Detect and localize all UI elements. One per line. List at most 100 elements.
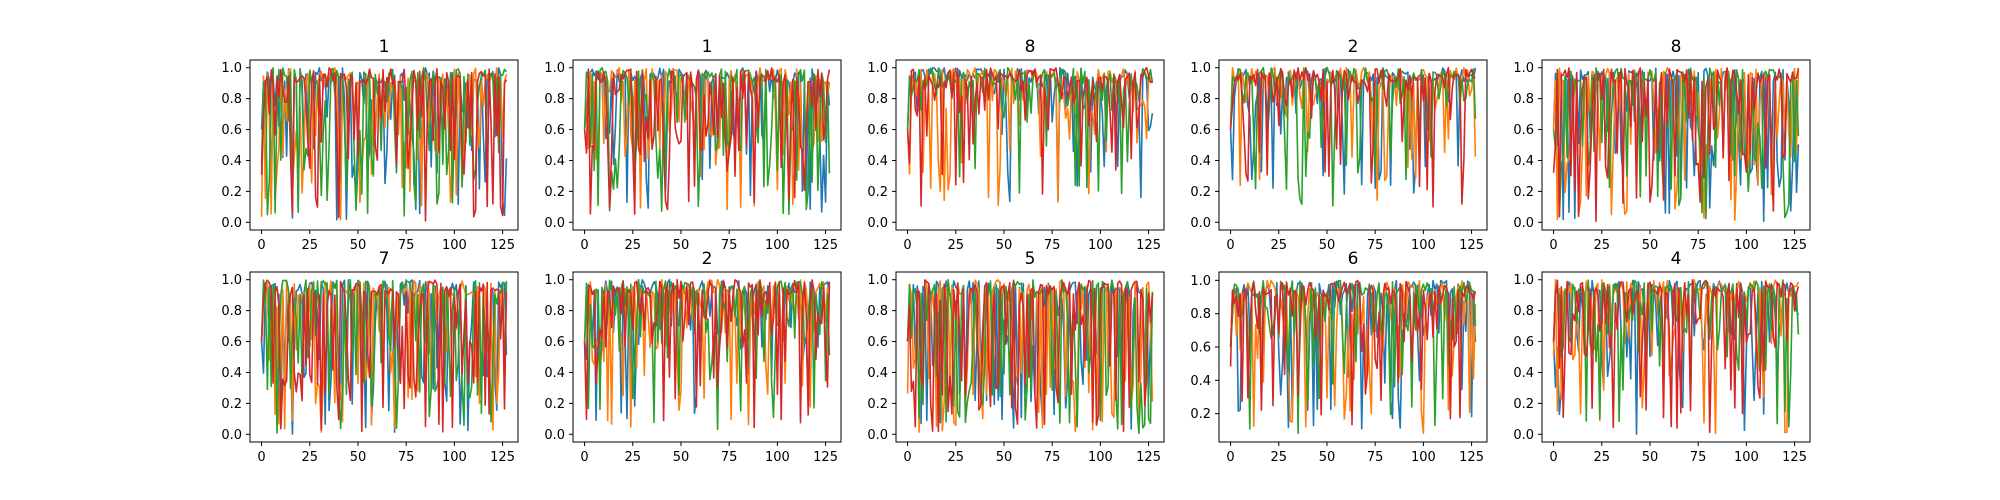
x-tick-label: 50 (350, 450, 367, 465)
x-tick-label: 125 (490, 450, 515, 465)
y-tick-label: 0.2 (867, 397, 888, 412)
y-tick-label: 1.0 (221, 61, 242, 76)
y-tick-label: 0.2 (1513, 185, 1534, 200)
subplot-5: 8 0 25 50 75 100 125 0.0 0.2 0.4 0.6 0.8 1.0 (1513, 37, 1811, 253)
x-tick-label: 125 (813, 238, 838, 253)
x-tick-label: 75 (1690, 238, 1707, 253)
y-tick-label: 1.0 (1190, 61, 1211, 76)
y-tick-label: 0.6 (1513, 123, 1534, 138)
y-tick-label: 0.8 (544, 304, 565, 319)
x-tick-label: 125 (1782, 450, 1807, 465)
subplot-title: 5 (1025, 249, 1036, 269)
subplot-6: 7 0 25 50 75 100 125 0.0 0.2 0.4 0.6 0.8 1.0 (221, 249, 519, 465)
y-tick-label: 0.2 (221, 397, 242, 412)
y-tick-label: 0.6 (221, 123, 242, 138)
series-line-4 (583, 67, 831, 215)
y-tick-label: 0.4 (221, 366, 242, 381)
x-tick-label: 100 (1734, 450, 1759, 465)
y-tick-label: 0.4 (1190, 154, 1211, 169)
y-tick-label: 0.6 (1513, 335, 1534, 350)
x-tick-label: 75 (1044, 450, 1061, 465)
y-tick-label: 0.6 (867, 123, 888, 138)
x-tick-label: 25 (947, 238, 964, 253)
x-tick-label: 125 (813, 450, 838, 465)
x-tick-label: 25 (301, 238, 318, 253)
y-tick-label: 0.8 (1190, 92, 1211, 107)
x-tick-label: 75 (398, 238, 415, 253)
x-tick-label: 125 (1782, 238, 1807, 253)
subplot-title: 2 (1348, 37, 1359, 57)
x-tick-label: 125 (1136, 450, 1161, 465)
x-tick-label: 0 (257, 238, 265, 253)
y-tick-label: 0.6 (544, 335, 565, 350)
x-tick-label: 25 (1593, 238, 1610, 253)
y-tick-label: 0.2 (1190, 185, 1211, 200)
y-tick-label: 0.8 (867, 92, 888, 107)
x-tick-label: 50 (996, 450, 1013, 465)
series-line-4 (906, 66, 1153, 207)
y-tick-label: 0.6 (544, 123, 565, 138)
x-tick-label: 0 (903, 450, 911, 465)
series-line-4 (906, 279, 1154, 433)
y-tick-label: 0.4 (544, 154, 565, 169)
x-tick-label: 25 (1270, 450, 1287, 465)
y-tick-label: 0.4 (221, 154, 242, 169)
x-tick-label: 25 (947, 450, 964, 465)
y-tick-label: 1.0 (221, 273, 242, 288)
y-tick-label: 0.2 (544, 185, 565, 200)
y-tick-label: 1.0 (867, 273, 888, 288)
x-tick-label: 100 (1411, 238, 1436, 253)
x-tick-label: 50 (1642, 238, 1659, 253)
y-tick-label: 0.2 (544, 397, 565, 412)
x-tick-label: 75 (1367, 450, 1384, 465)
series-line-4 (1552, 67, 1800, 223)
y-tick-label: 0.2 (1513, 397, 1534, 412)
y-tick-label: 1.0 (544, 61, 565, 76)
x-tick-label: 75 (721, 450, 738, 465)
x-tick-label: 0 (1226, 450, 1234, 465)
subplot-2: 1 0 25 50 75 100 125 0.0 0.2 0.4 0.6 0.8 1.0 (544, 37, 842, 253)
series-line-4 (260, 67, 508, 222)
x-tick-label: 100 (1088, 450, 1113, 465)
y-tick-label: 0.4 (544, 366, 565, 381)
y-tick-label: 0.4 (1190, 374, 1211, 389)
series-line-4 (583, 278, 831, 429)
x-tick-label: 100 (1411, 450, 1436, 465)
y-tick-label: 0.0 (544, 216, 565, 231)
series-line-4 (1229, 279, 1477, 426)
y-tick-label: 1.0 (1513, 61, 1534, 76)
x-tick-label: 50 (1319, 450, 1336, 465)
subplot-title: 1 (702, 37, 713, 57)
y-tick-label: 0.4 (867, 366, 888, 381)
subplot-title: 7 (379, 249, 390, 269)
x-tick-label: 100 (765, 238, 790, 253)
y-tick-label: 0.8 (221, 92, 242, 107)
y-tick-label: 0.2 (1190, 407, 1211, 422)
x-tick-label: 75 (1367, 238, 1384, 253)
x-tick-label: 0 (1549, 238, 1557, 253)
series-line-3 (1229, 66, 1477, 207)
x-tick-label: 100 (1734, 238, 1759, 253)
subplot-title: 6 (1348, 249, 1359, 269)
x-tick-label: 25 (1593, 450, 1610, 465)
y-tick-label: 0.6 (1190, 341, 1211, 356)
y-tick-label: 0.6 (867, 335, 888, 350)
x-tick-label: 50 (1319, 238, 1336, 253)
y-tick-label: 0.2 (867, 185, 888, 200)
x-tick-label: 100 (442, 450, 467, 465)
x-tick-label: 125 (1136, 238, 1161, 253)
x-tick-label: 100 (765, 450, 790, 465)
y-tick-label: 1.0 (1190, 274, 1211, 289)
y-tick-label: 0.8 (221, 304, 242, 319)
x-tick-label: 0 (1226, 238, 1234, 253)
y-tick-label: 0.0 (1190, 216, 1211, 231)
y-tick-label: 0.8 (1513, 304, 1534, 319)
x-tick-label: 0 (580, 450, 588, 465)
series-line-4 (1229, 66, 1476, 208)
y-tick-label: 0.4 (867, 154, 888, 169)
x-tick-label: 50 (350, 238, 367, 253)
x-tick-label: 75 (1690, 450, 1707, 465)
